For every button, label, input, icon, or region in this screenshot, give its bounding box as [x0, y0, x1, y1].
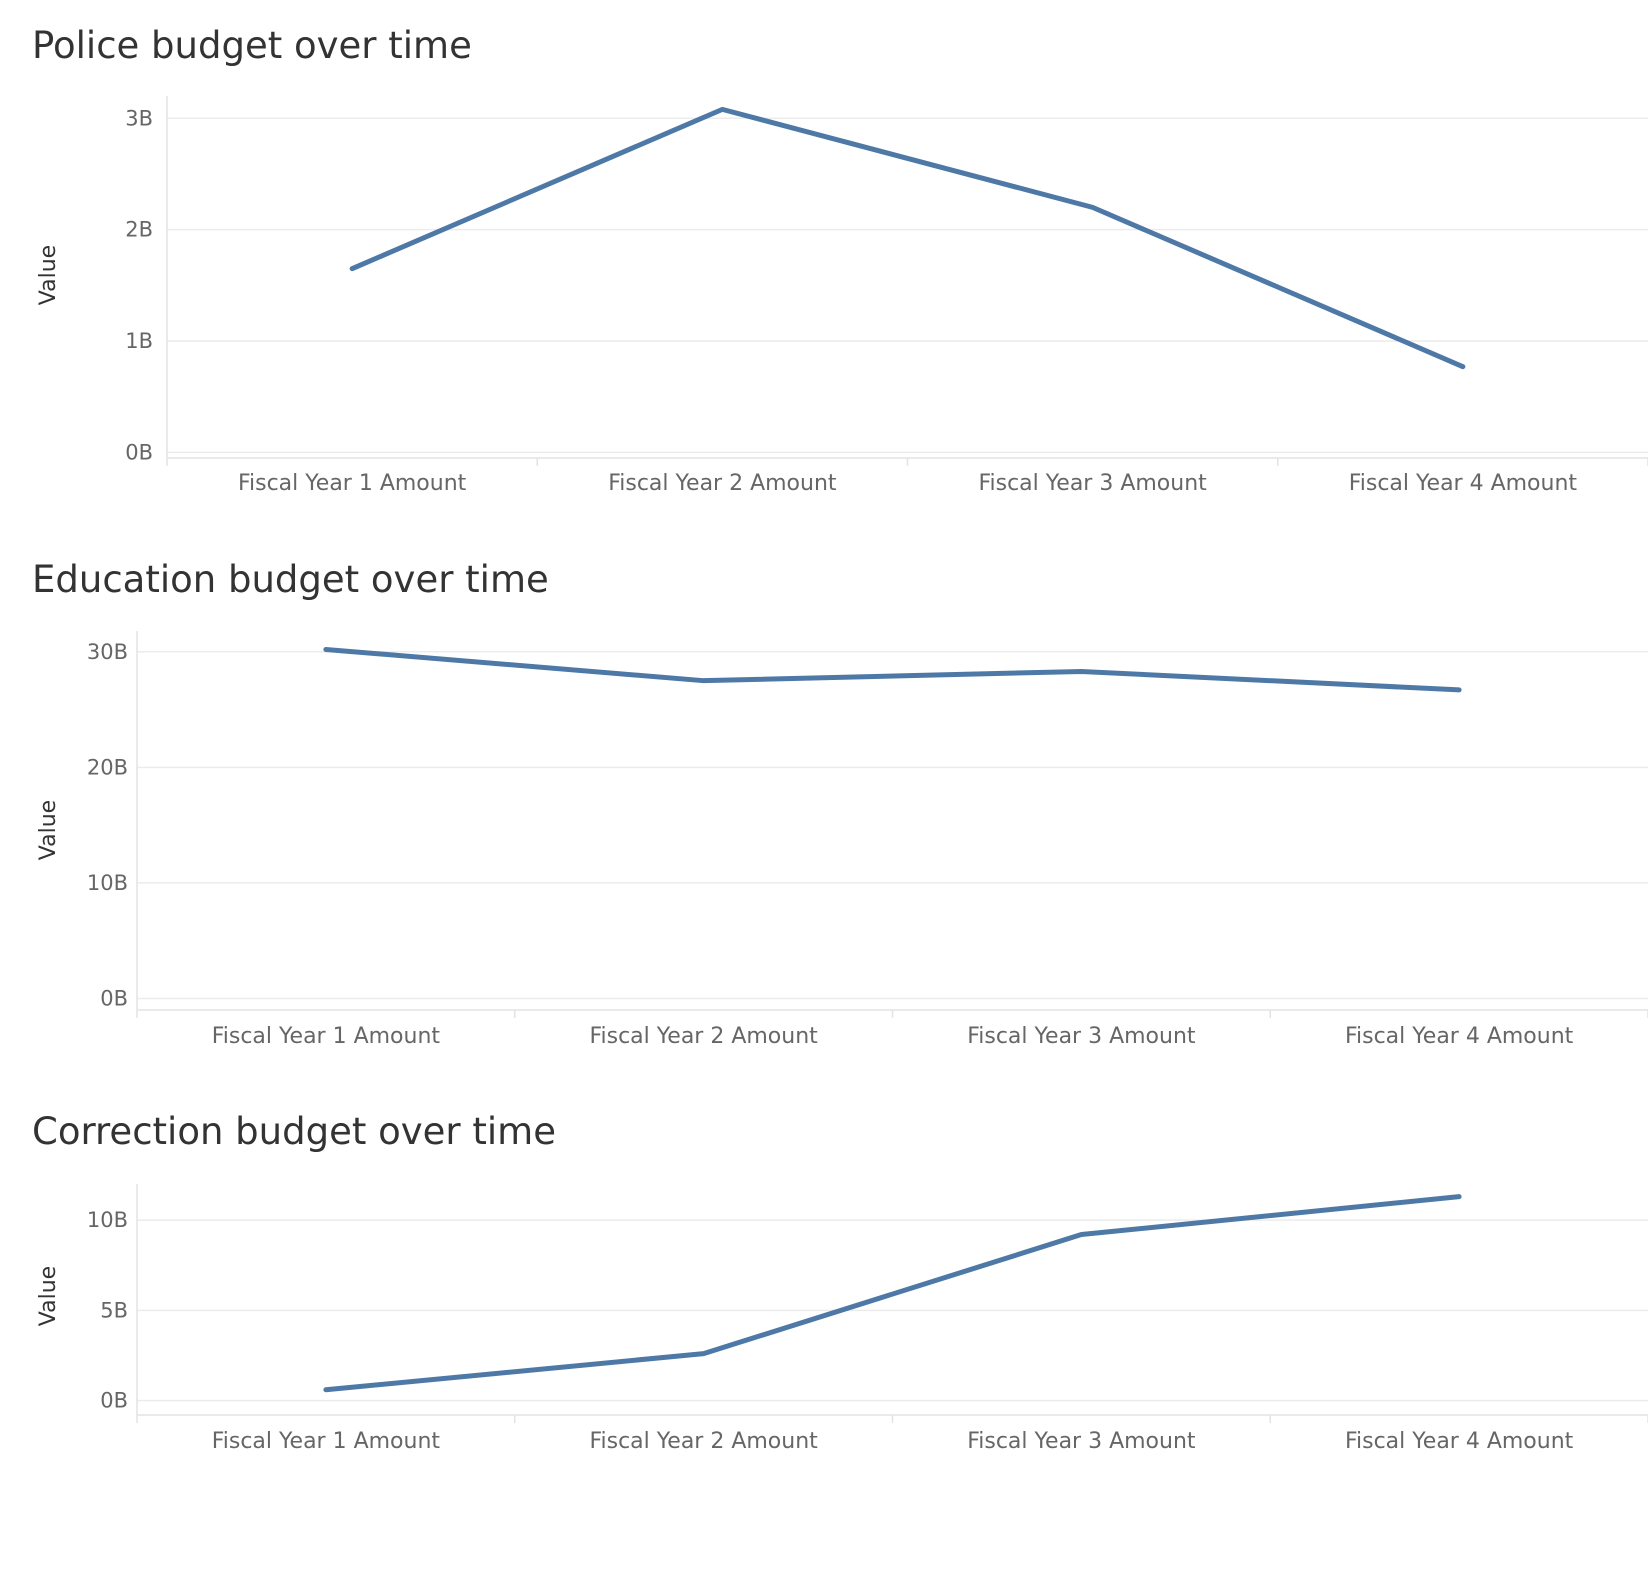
- x-tick-label: Fiscal Year 2 Amount: [589, 1429, 818, 1454]
- series-line: [349, 106, 1466, 370]
- police-plot: 0B 1B 2B 3B Fiscal Year 1 Amount Fiscal Year …: [36, 96, 1648, 496]
- x-tick-label: Fiscal Year 4 Amount: [1345, 1429, 1574, 1454]
- x-tick-label: Fiscal Year 1 Amount: [212, 1429, 441, 1454]
- y-axis-title: Value: [36, 245, 61, 305]
- y-tick-label: 2B: [125, 218, 153, 242]
- chart-title: Education budget over time: [32, 558, 549, 601]
- y-tick-label: 10B: [87, 871, 128, 895]
- series-line: [323, 1194, 1462, 1393]
- y-tick-label: 3B: [125, 106, 153, 130]
- y-axis-title: Value: [36, 800, 61, 860]
- y-tick-label: 0B: [100, 986, 128, 1010]
- x-tick-label: Fiscal Year 1 Amount: [212, 1024, 441, 1049]
- y-axis-title: Value: [36, 1266, 61, 1326]
- series-line: [323, 646, 1462, 693]
- y-tick-label: 0B: [100, 1389, 128, 1413]
- correction-plot: 0B 5B 10B Fiscal Year 1 Amount Fiscal Year 2…: [36, 1184, 1648, 1454]
- chart-title: Correction budget over time: [32, 1110, 556, 1153]
- x-tick-label: Fiscal Year 2 Amount: [589, 1024, 818, 1049]
- x-tick-label: Fiscal Year 3 Amount: [978, 471, 1207, 496]
- x-tick-label: Fiscal Year 2 Amount: [608, 471, 837, 496]
- chart-title: Police budget over time: [32, 24, 472, 67]
- x-tick-label: Fiscal Year 3 Amount: [967, 1024, 1196, 1049]
- y-tick-label: 30B: [87, 640, 128, 664]
- y-tick-label: 1B: [125, 329, 153, 353]
- x-tick-label: Fiscal Year 3 Amount: [967, 1429, 1196, 1454]
- y-tick-label: 20B: [87, 755, 128, 779]
- y-tick-label: 10B: [87, 1208, 128, 1232]
- x-tick-label: Fiscal Year 4 Amount: [1345, 1024, 1574, 1049]
- x-tick-label: Fiscal Year 1 Amount: [238, 471, 467, 496]
- x-tick-label: Fiscal Year 4 Amount: [1349, 471, 1578, 496]
- education-plot: 0B 10B 20B 30B Fiscal Year 1 Amount Fiscal Ye…: [36, 631, 1648, 1049]
- y-tick-label: 0B: [125, 440, 153, 464]
- y-tick-label: 5B: [100, 1298, 128, 1322]
